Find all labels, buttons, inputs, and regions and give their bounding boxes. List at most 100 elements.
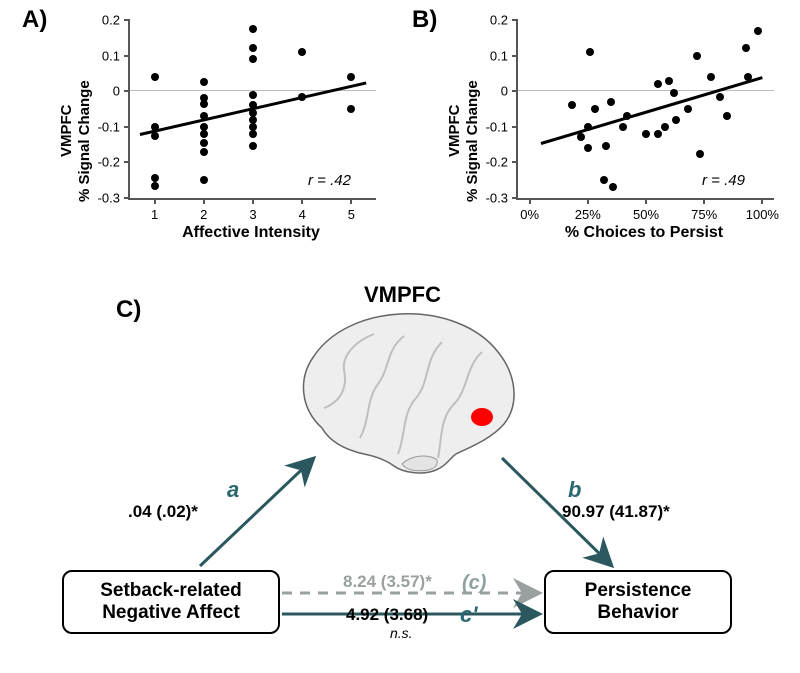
xtick: [154, 198, 156, 204]
xtick-label: 1: [151, 207, 158, 222]
chart-b-ylabel-1: VMPFC: [446, 105, 463, 158]
data-point: [707, 73, 715, 81]
data-point: [249, 25, 257, 33]
xtick-label: 3: [249, 207, 256, 222]
trend-line: [541, 76, 763, 145]
data-point: [200, 130, 208, 138]
xtick: [350, 198, 352, 204]
chart-b-xlabel: % Choices to Persist: [516, 224, 772, 242]
chart-b-corr-text: r = .49: [702, 172, 745, 189]
xtick: [529, 198, 531, 204]
path-c-letter: (c): [462, 572, 486, 595]
path-b-letter: b: [568, 477, 581, 503]
data-point: [670, 89, 678, 97]
path-a-letter: a: [227, 477, 239, 503]
data-point: [151, 182, 159, 190]
xtick: [203, 198, 205, 204]
data-point: [347, 105, 355, 113]
data-point: [619, 123, 627, 131]
data-point: [716, 93, 724, 101]
data-point: [602, 142, 610, 150]
data-point: [586, 48, 594, 56]
data-point: [609, 183, 617, 191]
data-point: [654, 130, 662, 138]
chart-a-ylabel-1: VMPFC: [58, 105, 75, 158]
data-point: [642, 130, 650, 138]
ytick-label: -0.3: [80, 191, 120, 206]
ytick: [512, 90, 518, 92]
xtick: [301, 198, 303, 204]
path-b-value: 90.97 (41.87)*: [562, 502, 670, 522]
data-point: [200, 112, 208, 120]
ytick-label: 0.1: [468, 48, 508, 63]
xtick: [645, 198, 647, 204]
data-point: [654, 80, 662, 88]
data-point: [607, 98, 615, 106]
xtick-label: 25%: [575, 207, 601, 222]
data-point: [693, 52, 701, 60]
ytick: [124, 197, 130, 199]
data-point: [723, 112, 731, 120]
data-point: [249, 130, 257, 138]
data-point: [684, 105, 692, 113]
data-point: [672, 116, 680, 124]
data-point: [200, 139, 208, 147]
data-point: [568, 101, 576, 109]
xtick: [252, 198, 254, 204]
data-point: [200, 100, 208, 108]
path-a-value: .04 (.02)*: [128, 502, 198, 522]
data-point: [696, 150, 704, 158]
ytick: [512, 19, 518, 21]
ytick-label: 0.2: [80, 13, 120, 28]
xtick: [761, 198, 763, 204]
xtick-label: 4: [299, 207, 306, 222]
data-point: [600, 176, 608, 184]
ytick: [124, 126, 130, 128]
ytick: [512, 197, 518, 199]
chart-b: VMPFC % Signal Change -0.3-0.2-0.100.10.…: [438, 12, 778, 248]
data-point: [298, 93, 306, 101]
data-point: [623, 112, 631, 120]
ytick: [512, 126, 518, 128]
ytick: [124, 19, 130, 21]
chart-a-xlabel: Affective Intensity: [128, 224, 374, 242]
xtick: [703, 198, 705, 204]
data-point: [298, 48, 306, 56]
xtick-label: 0%: [520, 207, 539, 222]
xtick-label: 75%: [691, 207, 717, 222]
ytick-label: 0.2: [468, 13, 508, 28]
xtick-label: 100%: [746, 207, 779, 222]
xtick: [587, 198, 589, 204]
ytick-label: -0.3: [468, 191, 508, 206]
data-point: [151, 132, 159, 140]
ytick-label: -0.1: [80, 119, 120, 134]
data-point: [584, 123, 592, 131]
ytick: [124, 161, 130, 163]
data-point: [249, 44, 257, 52]
data-point: [665, 77, 673, 85]
chart-b-corr: r = .49: [702, 172, 745, 189]
zero-line: [518, 90, 774, 91]
data-point: [754, 27, 762, 35]
ytick-label: 0.1: [80, 48, 120, 63]
data-point: [249, 55, 257, 63]
ytick-label: -0.2: [80, 155, 120, 170]
ytick: [512, 161, 518, 163]
mediation-diagram: VMPFC Setback-related Negative Affect: [0, 280, 800, 673]
ytick-label: 0: [80, 84, 120, 99]
data-point: [577, 133, 585, 141]
ytick: [124, 55, 130, 57]
data-point: [249, 142, 257, 150]
chart-a-corr: r = .42: [308, 172, 351, 189]
path-cprime-ns: n.s.: [390, 625, 413, 641]
data-point: [200, 176, 208, 184]
data-point: [591, 105, 599, 113]
ytick: [512, 55, 518, 57]
ytick: [124, 90, 130, 92]
data-point: [744, 73, 752, 81]
ytick-label: -0.1: [468, 119, 508, 134]
xtick-label: 5: [348, 207, 355, 222]
data-point: [200, 148, 208, 156]
panel-label-a: A): [22, 6, 47, 34]
data-point: [584, 144, 592, 152]
